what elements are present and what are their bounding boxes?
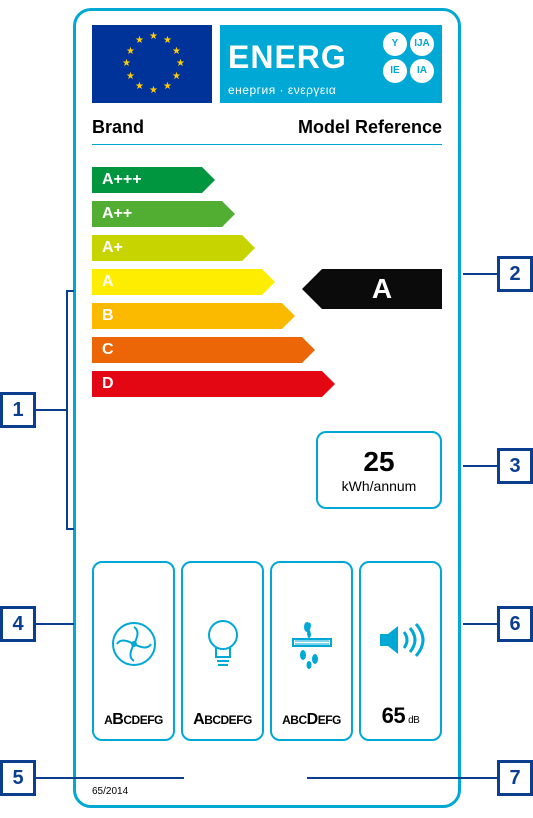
efficiency-bar: A: [92, 269, 262, 295]
product-class-letter: A: [372, 273, 392, 305]
consumption-value: 25: [363, 446, 394, 478]
efficiency-bar: A+++: [92, 167, 202, 193]
efficiency-scale: A+++A++A+ABCD A: [92, 167, 442, 427]
energ-title: ENERG: [228, 39, 347, 76]
lighting-rating: ABCDEFG: [193, 711, 252, 729]
eu-flag: ★ ★ ★ ★ ★ ★ ★ ★ ★ ★ ★ ★: [92, 25, 212, 103]
energ-box: ENERG Y IJA IE IA енергия · ενεργεια: [220, 25, 442, 103]
lighting-box: ABCDEFG: [181, 561, 264, 741]
energ-subtitle: енергия · ενεργεια: [228, 83, 434, 97]
brand-label: Brand: [92, 117, 144, 138]
efficiency-bar: A+: [92, 235, 242, 261]
badge-ia: IA: [410, 59, 434, 83]
callout-5: 5: [0, 760, 184, 796]
energ-badges: Y IJA IE IA: [383, 32, 434, 83]
efficiency-bar: B: [92, 303, 282, 329]
efficiency-bar: C: [92, 337, 302, 363]
model-label: Model Reference: [298, 117, 442, 138]
brand-model-row: Brand Model Reference: [92, 117, 442, 145]
energy-label-card: ★ ★ ★ ★ ★ ★ ★ ★ ★ ★ ★ ★ ENERG Y IJA IE: [73, 8, 461, 808]
noise-value: 65dB: [382, 703, 420, 729]
badge-ie: IE: [383, 59, 407, 83]
callout-7: 7: [307, 760, 533, 796]
grease-filter-rating: ABCDEFG: [282, 711, 341, 729]
efficiency-bar: A++: [92, 201, 222, 227]
product-class-arrow: A: [322, 269, 442, 309]
callout-4: 4: [0, 606, 74, 642]
consumption-box: 25 kWh/annum: [316, 431, 442, 509]
filter-icon: [287, 577, 337, 711]
efficiency-bar: D: [92, 371, 322, 397]
fluid-dynamic-rating: ABCDEFG: [104, 711, 163, 729]
callout-3: 3: [463, 448, 533, 484]
badge-ija: IJA: [410, 32, 434, 56]
header-row: ★ ★ ★ ★ ★ ★ ★ ★ ★ ★ ★ ★ ENERG Y IJA IE: [92, 25, 442, 103]
speaker-icon: [376, 577, 426, 703]
noise-box: 65dB: [359, 561, 442, 741]
callout-2: 2: [463, 256, 533, 292]
badge-y: Y: [383, 32, 407, 56]
callout-6: 6: [463, 606, 533, 642]
callout-1: 1: [0, 290, 74, 530]
eu-stars: ★ ★ ★ ★ ★ ★ ★ ★ ★ ★ ★ ★: [122, 34, 182, 94]
fluid-dynamic-box: ABCDEFG: [92, 561, 175, 741]
fan-icon: [111, 577, 157, 711]
consumption-unit: kWh/annum: [342, 478, 417, 494]
info-boxes-row: ABCDEFG ABCDEFG ABCDEFG 65dB: [92, 561, 442, 741]
grease-filter-box: ABCDEFG: [270, 561, 353, 741]
bulb-icon: [205, 577, 241, 711]
